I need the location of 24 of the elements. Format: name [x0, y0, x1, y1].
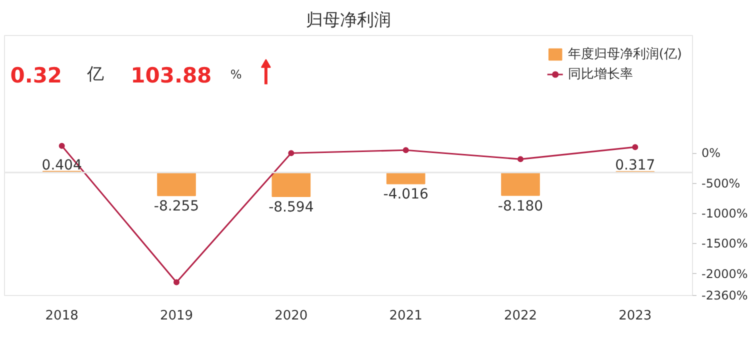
- annotation: 亿: [86, 64, 104, 84]
- annotation: 103.88: [130, 64, 212, 88]
- annotation: 0.32: [10, 64, 62, 88]
- x-tick-label: 2019: [160, 308, 194, 324]
- x-tick-label: 2021: [389, 308, 422, 324]
- y2-tick-label: -2360%: [702, 288, 748, 302]
- y2-tick-label: -1000%: [702, 206, 748, 220]
- y2-tick-label: -2000%: [702, 266, 748, 281]
- data-label: -8.255: [154, 198, 200, 215]
- legend-label: 同比增长率: [568, 66, 633, 83]
- data-label: -8.180: [498, 198, 544, 214]
- data-label: 0.317: [615, 158, 656, 174]
- y2-tick-label: 0%: [702, 146, 721, 160]
- data-label: -4.016: [383, 186, 428, 203]
- y2-tick-label: -1500%: [702, 236, 748, 251]
- x-tick-label: 2018: [45, 308, 78, 324]
- y2-tick-label: -500%: [702, 176, 740, 190]
- legend-label: 年度归母净利润(亿): [568, 46, 682, 63]
- x-tick-label: 2020: [274, 308, 308, 324]
- data-label: -8.594: [268, 200, 314, 216]
- x-tick-label: 2023: [618, 308, 652, 324]
- chart-title: 归母净利润: [306, 10, 391, 30]
- x-tick-label: 2022: [504, 308, 538, 324]
- annotation: %: [230, 68, 242, 82]
